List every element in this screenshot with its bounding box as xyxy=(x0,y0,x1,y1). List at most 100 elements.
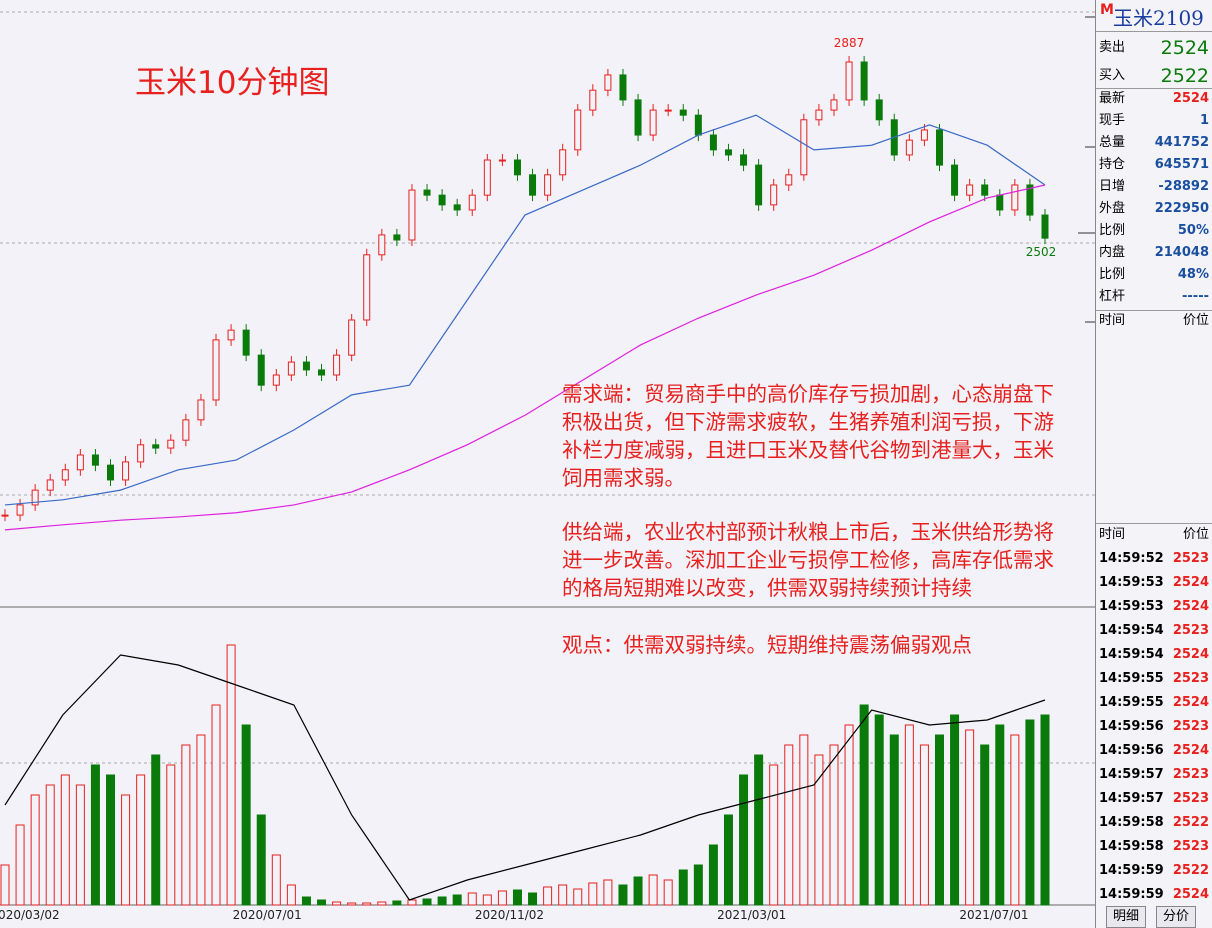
volume-bar xyxy=(30,794,40,906)
candle-body xyxy=(122,461,130,481)
divider xyxy=(1096,523,1212,524)
header-time: 时间 xyxy=(1099,527,1126,542)
volume-bar xyxy=(648,874,658,906)
tick-time: 14:59:56 xyxy=(1099,719,1164,734)
ma-long-line xyxy=(4,184,1046,531)
volume-bar xyxy=(1040,714,1050,906)
candle-body xyxy=(76,454,84,471)
ask-label: 卖出 xyxy=(1099,40,1126,55)
volume-bar xyxy=(332,901,342,906)
tick-time: 14:59:55 xyxy=(1099,671,1164,686)
candle-body xyxy=(845,61,853,101)
candle-body xyxy=(694,114,702,136)
volume-bar xyxy=(482,894,492,906)
candle-body xyxy=(348,319,356,356)
candle-body xyxy=(91,454,99,466)
tick-row: 14:59:56 2524 xyxy=(1096,739,1212,763)
volume-bar xyxy=(166,764,176,906)
tick-price: 2522 xyxy=(1172,815,1209,830)
tick-time: 14:59:57 xyxy=(1099,767,1164,782)
quote-row: 杠杆 ----- xyxy=(1096,286,1212,308)
candle-body xyxy=(363,254,371,321)
tick-row: 14:59:59 2522 xyxy=(1096,859,1212,883)
x-tick-label: 2020/11/02 xyxy=(475,908,544,922)
volume-bar xyxy=(241,724,251,906)
candle-body xyxy=(785,174,793,186)
low-label: 2502 xyxy=(1026,245,1057,259)
volume-bar xyxy=(663,879,673,906)
volume-bar xyxy=(452,894,462,906)
candle-body xyxy=(815,109,823,121)
candle-body xyxy=(31,489,39,506)
candle-body xyxy=(679,109,687,116)
tick-row: 14:59:53 2524 xyxy=(1096,595,1212,619)
volume-bar xyxy=(965,729,975,906)
bid-row: 买入 2522 xyxy=(1096,62,1212,90)
tick-price: 2523 xyxy=(1172,719,1209,734)
volume-bar xyxy=(739,774,749,906)
quote-label: 日增 xyxy=(1099,179,1126,194)
quote-label: 比例 xyxy=(1099,267,1126,282)
tick-time: 14:59:55 xyxy=(1099,695,1164,710)
volume-bar xyxy=(543,886,553,906)
divider xyxy=(1096,88,1212,89)
volume-bar xyxy=(1010,734,1020,906)
volume-bar xyxy=(723,814,733,906)
candle-body xyxy=(46,479,54,491)
volume-bar xyxy=(573,888,583,906)
volume-bar xyxy=(90,764,100,906)
header-price: 价位 xyxy=(1182,313,1209,328)
tick-row: 14:59:54 2524 xyxy=(1096,643,1212,667)
candle-body xyxy=(589,89,597,111)
candle-body xyxy=(981,184,989,196)
candle-body xyxy=(242,329,250,356)
quote-value: 2524 xyxy=(1172,91,1209,106)
volume-bar xyxy=(392,900,402,906)
tick-time: 14:59:56 xyxy=(1099,743,1164,758)
tab-price[interactable]: 分价 xyxy=(1156,906,1197,928)
tick-row: 14:59:53 2524 xyxy=(1096,571,1212,595)
volume-bar xyxy=(181,744,191,906)
tick-time: 14:59:58 xyxy=(1099,839,1164,854)
volume-panel xyxy=(0,644,1050,906)
tick-row: 14:59:57 2523 xyxy=(1096,763,1212,787)
tick-price: 2523 xyxy=(1172,671,1209,686)
volume-bar xyxy=(362,902,372,906)
volume-bar xyxy=(0,864,10,906)
quote-label: 比例 xyxy=(1099,223,1126,238)
annotation: 观点：供需双弱持续。短期维持震荡偏弱观点 xyxy=(562,633,972,657)
candle-body xyxy=(272,374,280,386)
x-tick-label: 2020/03/02 xyxy=(0,908,60,922)
candle-body xyxy=(137,444,145,463)
quote-row: 比例 48% xyxy=(1096,264,1212,286)
candle-body xyxy=(408,189,416,241)
candle-body xyxy=(423,189,431,196)
volume-bar xyxy=(75,784,85,906)
candle-body xyxy=(287,361,295,376)
volume-bar xyxy=(422,898,432,906)
tick-time: 14:59:54 xyxy=(1099,623,1164,638)
tab-detail[interactable]: 明细 xyxy=(1106,906,1147,928)
candle-body xyxy=(227,329,235,341)
quote-value: 1 xyxy=(1199,113,1209,128)
quote-label: 现手 xyxy=(1099,113,1126,128)
volume-bar xyxy=(950,714,960,906)
tick-price: 2524 xyxy=(1172,887,1209,902)
candle-body xyxy=(16,504,24,516)
volume-bar xyxy=(286,884,296,906)
candle-body xyxy=(951,164,959,196)
volume-bar xyxy=(784,744,794,906)
candle-body xyxy=(257,354,265,386)
candle-body xyxy=(860,61,868,101)
candle-body xyxy=(724,149,732,156)
ask-price: 2524 xyxy=(1160,37,1209,59)
symbol: 玉米2109 xyxy=(1113,6,1204,30)
candle-body xyxy=(1011,184,1019,211)
quote-panel: M 玉米2109 卖出 2524 买入 2522 最新 2524 现手 1 总量 4417… xyxy=(1095,0,1212,928)
candle-body xyxy=(740,154,748,166)
candle-body xyxy=(830,99,838,111)
x-tick-label: 2021/07/01 xyxy=(959,908,1028,922)
candle-body xyxy=(483,159,491,196)
candle-body xyxy=(453,204,461,211)
